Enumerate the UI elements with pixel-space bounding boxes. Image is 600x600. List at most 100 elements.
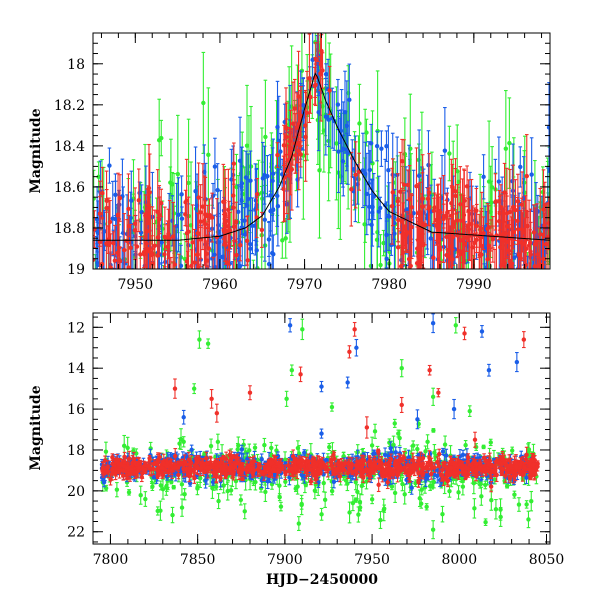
data-point-blue: [178, 244, 184, 269]
data-point: [107, 163, 112, 168]
data-point: [512, 295, 516, 299]
data-point: [364, 130, 369, 135]
data-point: [515, 218, 520, 224]
data-point: [507, 259, 512, 264]
data-point-red: [128, 223, 133, 269]
top-plot-area: [92, 33, 550, 377]
data-point-blue: [276, 95, 281, 186]
data-point-red: [238, 228, 243, 262]
data-point-green: [444, 344, 448, 377]
data-point: [97, 239, 103, 245]
data-point: [425, 439, 430, 445]
data-point: [171, 234, 176, 239]
data-point: [244, 238, 250, 244]
data-point: [175, 171, 181, 177]
data-point: [200, 204, 206, 209]
data-point-blue: [416, 129, 422, 223]
data-point: [431, 255, 436, 261]
data-point: [95, 260, 100, 266]
data-point: [544, 278, 548, 282]
data-point: [160, 226, 165, 232]
data-point-green: [525, 252, 530, 269]
data-point: [481, 174, 486, 180]
data-point-blue: [369, 179, 374, 269]
data-point: [511, 255, 517, 260]
data-point: [92, 285, 96, 289]
data-point-blue: [368, 123, 374, 163]
data-point: [242, 218, 247, 223]
data-point-blue: [271, 234, 276, 269]
data-point: [357, 121, 362, 126]
data-point: [546, 125, 550, 130]
data-point-red: [145, 248, 150, 269]
data-point: [290, 121, 296, 126]
data-point: [371, 194, 376, 199]
data-point-red: [304, 70, 310, 155]
data-point-green: [378, 234, 383, 269]
data-point-blue: [278, 132, 283, 171]
data-point-red: [490, 216, 496, 263]
data-point: [529, 172, 534, 177]
data-point: [237, 158, 243, 164]
data-point-red: [281, 155, 286, 223]
data-point: [432, 335, 436, 339]
data-point: [174, 282, 178, 286]
data-point: [384, 232, 389, 238]
data-point: [542, 202, 547, 208]
data-point: [162, 300, 166, 304]
data-point: [178, 263, 184, 268]
data-point: [439, 277, 443, 281]
data-point-blue: [384, 201, 389, 269]
data-point-green: [357, 83, 362, 164]
data-point-green: [159, 119, 164, 157]
data-point: [426, 162, 431, 168]
data-point-red: [308, 80, 313, 114]
data-point: [139, 209, 144, 215]
x-tick-label: 7960: [202, 277, 238, 293]
data-point: [516, 252, 522, 258]
data-point: [212, 164, 218, 169]
data-point-red: [532, 281, 536, 336]
data-point: [190, 240, 195, 245]
data-point: [363, 171, 368, 177]
data-point: [353, 172, 358, 178]
data-point: [185, 266, 190, 269]
data-point-red: [542, 212, 547, 239]
data-point: [536, 273, 540, 277]
data-point: [408, 263, 413, 269]
data-point: [528, 290, 532, 294]
data-point: [265, 173, 270, 179]
data-point: [457, 270, 461, 274]
data-point: [254, 192, 260, 197]
data-point: [194, 252, 200, 257]
data-point-blue: [336, 110, 341, 194]
data-point: [386, 214, 392, 219]
data-point: [398, 189, 403, 194]
data-point-red: [184, 200, 190, 267]
data-point: [323, 71, 329, 77]
data-point: [275, 152, 280, 158]
data-point: [399, 158, 405, 164]
data-point-blue: [316, 73, 321, 152]
data-point-red: [472, 207, 477, 269]
data-point-red: [192, 228, 197, 269]
data-point: [116, 245, 122, 250]
data-point-red: [138, 236, 143, 269]
data-point: [379, 146, 384, 151]
data-point: [95, 284, 99, 288]
data-point: [179, 192, 184, 197]
data-point: [205, 258, 210, 263]
data-point: [180, 301, 184, 305]
data-point-red: [107, 199, 113, 244]
top-axis-ticks: 7950 7960 7970 7980 7990 18 18.2 18.4 18.6 18.8 19: [54, 32, 550, 293]
data-point-blue: [386, 182, 392, 251]
data-point: [167, 236, 172, 241]
data-point: [255, 265, 260, 269]
data-point: [201, 100, 206, 106]
data-point: [275, 204, 281, 209]
data-point: [171, 280, 175, 284]
data-point-green: [512, 259, 516, 299]
data-point-blue: [363, 141, 368, 207]
data-point: [244, 143, 250, 148]
